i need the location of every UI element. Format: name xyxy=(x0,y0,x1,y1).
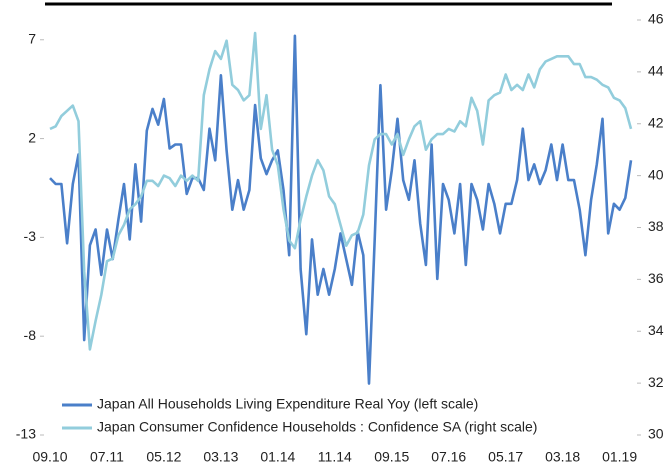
y2-tick-label: 46 xyxy=(648,11,664,27)
x-tick-label: 09.10 xyxy=(32,449,67,465)
legend-label: Japan Consumer Confidence Households : C… xyxy=(97,419,537,435)
x-tick-label: 05.12 xyxy=(146,449,181,465)
y-tick-label: -3 xyxy=(24,228,37,244)
series-line xyxy=(49,34,633,385)
x-tick-label: 03.18 xyxy=(545,449,580,465)
legend-label: Japan All Households Living Expenditure … xyxy=(97,396,478,412)
x-tick-label: 05.17 xyxy=(488,449,523,465)
y2-tick-label: 32 xyxy=(648,374,664,390)
y-tick-label: 2 xyxy=(28,129,36,145)
y2-tick-label: 44 xyxy=(648,63,664,79)
y-tick-label: -13 xyxy=(16,426,36,442)
series-line xyxy=(49,31,633,351)
y-tick-label: 7 xyxy=(28,30,36,46)
y2-tick-label: 42 xyxy=(648,114,664,130)
y2-tick-label: 36 xyxy=(648,270,664,286)
x-tick-label: 09.15 xyxy=(374,449,409,465)
x-tick-label: 07.16 xyxy=(431,449,466,465)
y-tick-label: -8 xyxy=(24,327,37,343)
y2-tick-label: 34 xyxy=(648,322,664,338)
x-tick-label: 07.11 xyxy=(90,449,124,465)
y2-tick-label: 40 xyxy=(648,166,664,182)
x-tick-label: 01.14 xyxy=(260,449,295,465)
y2-tick-label: 30 xyxy=(648,426,664,442)
x-tick-label: 11.14 xyxy=(318,449,352,465)
x-tick-label: 01.19 xyxy=(602,449,637,465)
x-tick-label: 03.13 xyxy=(203,449,238,465)
y2-tick-label: 38 xyxy=(648,218,664,234)
